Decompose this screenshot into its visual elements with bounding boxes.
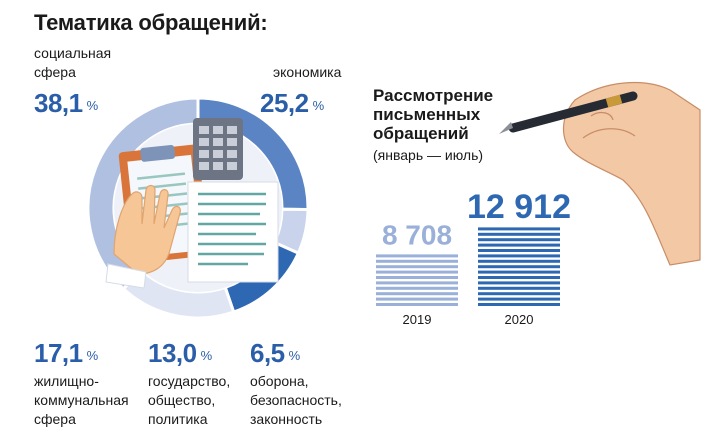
letters-panel-subtitle: (январь — июль) <box>373 147 484 163</box>
label-social-sphere: социальная сфера <box>34 45 112 80</box>
hand-with-pen-illustration <box>499 82 701 266</box>
topics-donut-chart <box>86 96 310 320</box>
value-label-2019: 8 708 <box>382 220 452 251</box>
letters-panel-title: Рассмотрение письменных обращений <box>373 86 494 143</box>
value-state: 13,0% <box>148 338 212 368</box>
value-label-2020: 12 912 <box>467 188 571 226</box>
bar-2020 <box>478 227 560 306</box>
value-social-sphere: 38,1% <box>34 88 98 118</box>
label-state: государство, общество, политика <box>148 373 231 427</box>
label-economy: экономика <box>273 64 342 80</box>
year-label-2019: 2019 <box>403 312 432 327</box>
label-housing: жилищно- коммунальная сфера <box>34 373 129 427</box>
label-defense: оборона, безопасность, законность <box>250 373 342 427</box>
year-label-2020: 2020 <box>505 312 534 327</box>
value-defense: 6,5% <box>250 338 300 368</box>
value-housing: 17,1% <box>34 338 98 368</box>
value-economy: 25,2% <box>260 88 324 118</box>
letters-bar-chart: 8 708 2019 12 912 2020 <box>376 188 571 327</box>
documents-illustration <box>105 118 282 292</box>
bar-2019 <box>376 254 458 306</box>
infographic-title: Тематика обращений: <box>34 10 268 35</box>
